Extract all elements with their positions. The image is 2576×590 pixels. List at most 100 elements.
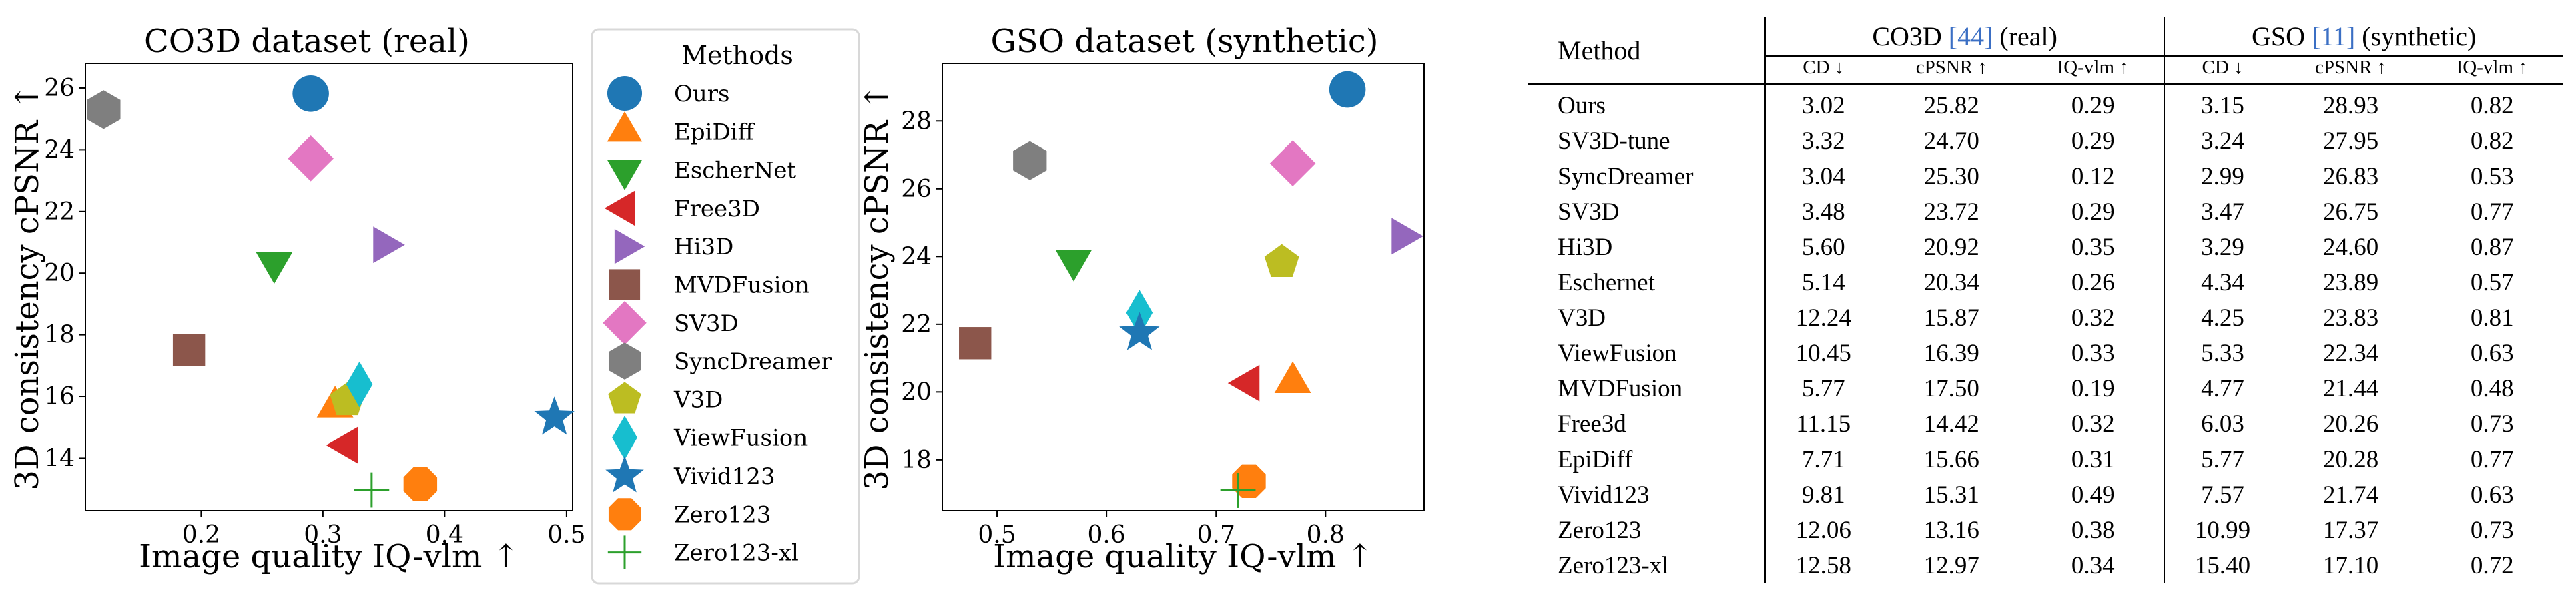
method-column-header: Method (1528, 17, 1766, 85)
metric-header-co3d-cpsnr: cPSNR ↑ (1881, 56, 2023, 85)
legend-marker-hi3d (614, 229, 645, 264)
legend-label: EpiDiff (674, 119, 756, 145)
legend: Methods Ours EpiDiff EscherNet Free3D Hi3D MV… (591, 28, 860, 585)
chart2-point-syncdreamer (1013, 141, 1047, 180)
chart2-xtick-label: 0.5 (978, 521, 1016, 549)
chart1-ytick-label: 22 (44, 198, 75, 226)
row-method-name: V3D (1528, 300, 1766, 336)
chart1-point-zero123-xl (354, 472, 390, 508)
table-cell: 0.81 (2470, 304, 2514, 332)
table-cell: 5.77 (1801, 375, 1845, 402)
table-cell: 16.39 (1923, 340, 1979, 367)
legend-label: V3D (673, 386, 723, 413)
table-header-row-2: CD ↓ cPSNR ↑ IQ-vlm ↑ CD ↓ cPSNR ↑ IQ-vl… (1528, 56, 2563, 85)
chart1-ytick-label: 26 (44, 75, 75, 102)
table-cell: 17.10 (2322, 552, 2379, 579)
table-cell: 0.57 (2470, 269, 2514, 296)
table-cell: 5.77 (2201, 446, 2244, 473)
table-cell: 10.45 (1795, 340, 1851, 367)
table-cell: 3.24 (2201, 127, 2244, 155)
table-cell: 26.75 (2322, 198, 2379, 226)
table-cell: 0.48 (2470, 375, 2514, 402)
table-cell: 0.49 (2022, 477, 2166, 513)
table-cell: 15.40 (2194, 552, 2251, 579)
row-method-name: Zero123 (1528, 513, 1766, 548)
table-row: SV3D-tune 3.32 24.70 0.29 3.24 27.95 0.82 (1528, 123, 2563, 159)
legend-entry-free3d: Free3D (604, 190, 760, 226)
legend-marker-mvdfusion (609, 269, 641, 300)
table-cell: 20.92 (1923, 234, 1979, 261)
chart2-point-epidiff (1274, 361, 1311, 393)
chart1-point-sv3d (288, 135, 334, 182)
chart2-point-v3d (1264, 244, 1299, 278)
chart2-plot-frame (942, 63, 1425, 511)
table-cell: 2.99 (2201, 163, 2244, 190)
results-table: Method CO3D [44] (real) GSO [11] (synthe… (1528, 17, 2563, 583)
table-cell: 0.53 (2470, 163, 2514, 190)
chart2-point-sv3d (1269, 140, 1316, 187)
table-cell: 17.50 (1923, 375, 1979, 402)
metric-header-gso-cd: CD ↓ (2164, 56, 2280, 85)
table-cell: 7.71 (1801, 446, 1845, 473)
chart2-point-eschernet (1055, 250, 1092, 282)
table-cell: 13.16 (1923, 517, 1979, 544)
legend-label: EscherNet (674, 158, 796, 184)
gso-group-name: GSO (2252, 21, 2306, 51)
table-cell: 0.34 (2022, 548, 2166, 583)
table-cell: 3.04 (1801, 163, 1845, 190)
table-row: SV3D 3.48 23.72 0.29 3.47 26.75 0.77 (1528, 194, 2563, 230)
table-cell: 4.25 (2201, 304, 2244, 332)
table-cell: 12.24 (1795, 304, 1851, 332)
chart1-xtick-label: 0.3 (304, 521, 342, 549)
legend-entry-viewfusion: ViewFusion (612, 415, 808, 460)
legend-entry-sv3d: SV3D (603, 301, 739, 345)
table-cell: 3.47 (2201, 198, 2244, 226)
table-cell: 0.29 (2022, 123, 2166, 159)
chart2-point-ours (1329, 71, 1366, 108)
legend-entry-vivid123: Vivid123 (605, 455, 775, 493)
table-cell: 7.57 (2201, 481, 2244, 509)
chart2-xtick-label: 0.6 (1088, 521, 1126, 549)
legend-entry-syncdreamer: SyncDreamer (608, 342, 832, 380)
row-method-name: Ours (1528, 84, 1766, 123)
table-cell: 4.34 (2201, 269, 2244, 296)
row-method-name: ViewFusion (1528, 336, 1766, 371)
legend-entry-mvdfusion: MVDFusion (609, 269, 810, 300)
table-cell: 23.89 (2322, 269, 2379, 296)
table-cell: 21.44 (2322, 375, 2379, 402)
table-cell: 23.83 (2322, 304, 2379, 332)
table-cell: 0.12 (2022, 159, 2166, 194)
row-method-name: Zero123-xl (1528, 548, 1766, 583)
chart2-ytick-label: 18 (901, 447, 932, 474)
table-cell: 23.72 (1923, 198, 1979, 226)
table-cell: 0.19 (2022, 371, 2166, 406)
legend-label: Hi3D (674, 234, 733, 260)
table-cell: 3.02 (1801, 92, 1845, 119)
table-cell: 11.15 (1796, 410, 1851, 438)
metric-header-co3d-iqvlm: IQ-vlm ↑ (2022, 56, 2166, 85)
chart1-xtick-label: 0.4 (426, 521, 464, 549)
chart2-ylabel: 3D consistency cPSNR ↑ (858, 83, 896, 490)
chart1-point-vivid123 (534, 396, 575, 435)
table-cell: 3.29 (2201, 234, 2244, 261)
table-cell: 9.81 (1801, 481, 1845, 509)
co3d-citation-link[interactable]: [44] (1948, 21, 1993, 51)
chart2-point-vivid123 (1119, 312, 1160, 350)
table-cell: 10.99 (2194, 517, 2251, 544)
chart2-ytick-label: 20 (901, 378, 932, 406)
chart1-point-free3d (326, 426, 358, 464)
legend-marker-ours (607, 75, 643, 111)
legend-marker-free3d (604, 190, 635, 226)
legend-label: Zero123 (674, 501, 771, 528)
co3d-group-suffix: (real) (1999, 21, 2057, 51)
metric-header-co3d-cd: CD ↓ (1765, 56, 1881, 85)
table-cell: 6.03 (2201, 410, 2244, 438)
table-cell: 0.63 (2470, 340, 2514, 367)
table-cell: 0.82 (2470, 92, 2514, 119)
legend-title: Methods (681, 41, 793, 70)
chart2-xtick-label: 0.8 (1307, 521, 1345, 549)
table-cell: 3.15 (2201, 92, 2244, 119)
table-cell: 0.63 (2470, 481, 2514, 509)
chart2-ytick-label: 28 (901, 107, 932, 135)
gso-citation-link[interactable]: [11] (2312, 21, 2356, 51)
